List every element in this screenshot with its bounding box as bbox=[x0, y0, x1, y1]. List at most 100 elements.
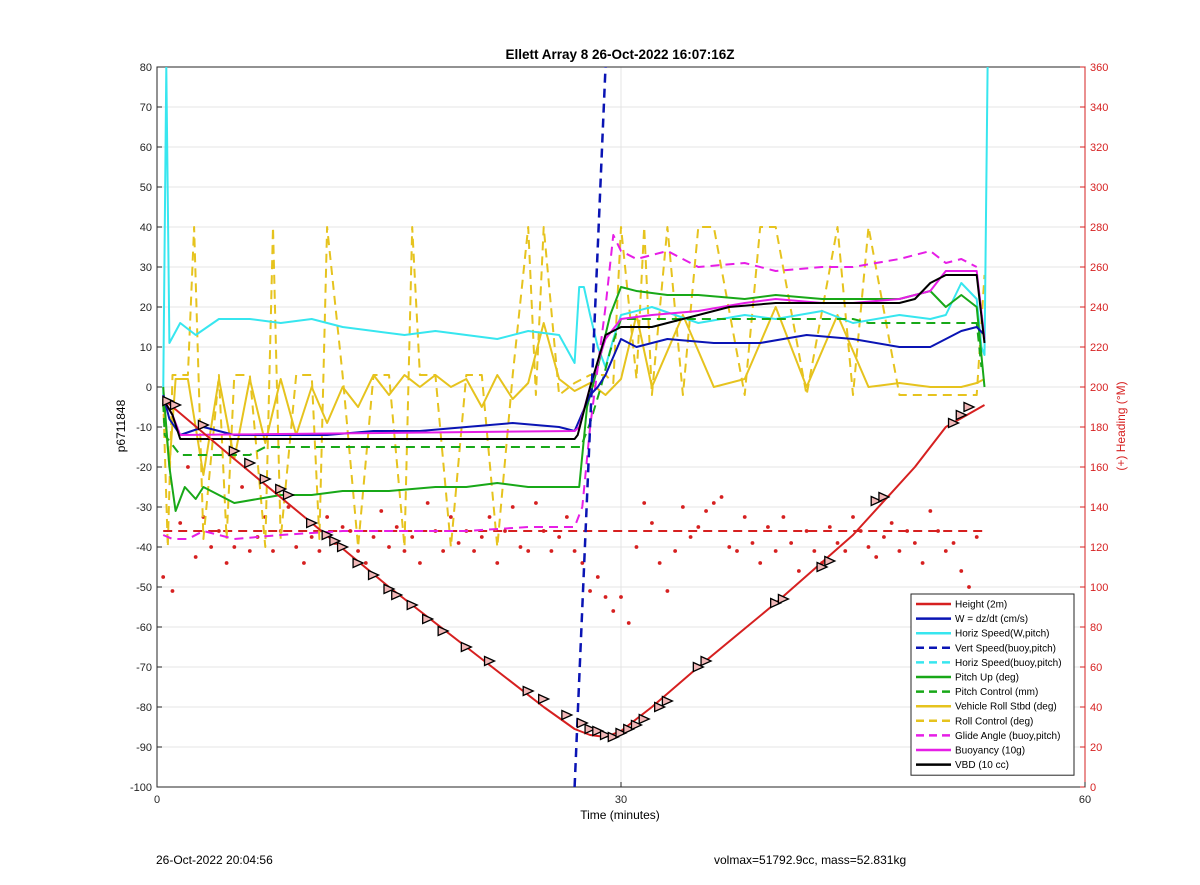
y-tick-label: -60 bbox=[136, 622, 152, 634]
y-tick-label: 20 bbox=[140, 302, 152, 314]
heading-point bbox=[340, 525, 345, 529]
heading-point bbox=[742, 515, 747, 519]
height-marker bbox=[561, 709, 574, 721]
heading-point bbox=[735, 549, 739, 553]
heading-point bbox=[673, 549, 678, 553]
heading-point bbox=[294, 545, 299, 549]
height-marker bbox=[321, 529, 334, 541]
legend-label: Height (2m) bbox=[955, 600, 1007, 611]
heading-point bbox=[665, 589, 670, 593]
y2-tick-label: 0 bbox=[1090, 782, 1096, 794]
height-marker bbox=[824, 555, 837, 567]
y-tick-label: -10 bbox=[136, 422, 152, 434]
y-tick-label: 50 bbox=[140, 182, 152, 194]
heading-point bbox=[696, 525, 701, 529]
height-marker bbox=[422, 613, 435, 625]
height-marker bbox=[352, 557, 365, 569]
series-w bbox=[162, 326, 986, 436]
y-tick-label: 10 bbox=[140, 342, 152, 354]
heading-point bbox=[186, 465, 190, 469]
height-marker bbox=[460, 641, 473, 653]
legend-box bbox=[910, 593, 1075, 776]
height-marker bbox=[383, 583, 396, 595]
y-tick-label: -90 bbox=[136, 742, 152, 754]
heading-point bbox=[882, 535, 886, 539]
heading-point bbox=[959, 569, 964, 573]
legend-label: Horiz Speed(buoy,pitch) bbox=[955, 658, 1062, 669]
legend-label: Pitch Up (deg) bbox=[955, 673, 1019, 684]
heading-point bbox=[418, 561, 422, 565]
heading-point bbox=[889, 521, 894, 525]
height-marker bbox=[275, 483, 288, 495]
height-marker bbox=[162, 395, 175, 407]
heading-point bbox=[657, 561, 662, 565]
y-tick-label: -50 bbox=[136, 582, 152, 594]
heading-point bbox=[928, 509, 933, 513]
height-marker bbox=[599, 729, 613, 741]
height-marker bbox=[878, 491, 891, 503]
y-axis-label: p6711848 bbox=[114, 399, 128, 453]
heading-point bbox=[495, 561, 500, 565]
y-tick-label: 70 bbox=[140, 102, 152, 114]
x-tick-label: 0 bbox=[154, 794, 160, 806]
legend-label: Buoyancy (10g) bbox=[955, 746, 1025, 757]
y2-tick-label: 300 bbox=[1090, 182, 1108, 194]
y2-tick-label: 360 bbox=[1090, 62, 1108, 74]
legend-label: Roll Control (deg) bbox=[955, 716, 1033, 727]
heading-point bbox=[224, 561, 229, 565]
heading-point bbox=[920, 561, 925, 565]
heading-point bbox=[758, 561, 763, 565]
height-marker bbox=[661, 695, 674, 707]
heading-point bbox=[634, 545, 639, 549]
heading-point bbox=[302, 561, 306, 565]
y2-tick-label: 220 bbox=[1090, 342, 1108, 354]
heading-point bbox=[619, 595, 623, 599]
y-tick-label: 30 bbox=[140, 262, 152, 274]
heading-point bbox=[379, 509, 384, 513]
heading-point bbox=[603, 595, 608, 599]
y2-tick-label: 280 bbox=[1090, 222, 1108, 234]
y-tick-label: -100 bbox=[130, 782, 152, 794]
y2-tick-label: 240 bbox=[1090, 302, 1108, 314]
height-marker bbox=[336, 541, 350, 553]
heading-point bbox=[866, 545, 871, 549]
height-marker bbox=[777, 593, 790, 605]
heading-point bbox=[479, 535, 484, 539]
heading-point bbox=[216, 529, 221, 533]
heading-point bbox=[611, 609, 616, 613]
heading-point bbox=[271, 549, 275, 553]
right-axis-label: (+) Heading (°M) bbox=[1114, 381, 1128, 471]
heading-point bbox=[441, 549, 446, 553]
heading-point bbox=[240, 485, 244, 489]
height-marker bbox=[367, 569, 381, 581]
heading-point bbox=[503, 529, 507, 533]
x-tick-label: 60 bbox=[1079, 794, 1091, 806]
heading-point bbox=[371, 535, 376, 539]
heading-point bbox=[804, 529, 809, 533]
heading-point bbox=[193, 555, 198, 559]
height-marker bbox=[584, 723, 597, 735]
legend-label: Vehicle Roll Stbd (deg) bbox=[955, 702, 1057, 713]
height-marker bbox=[483, 655, 497, 667]
heading-point bbox=[750, 541, 755, 545]
heading-point bbox=[912, 541, 917, 545]
heading-point bbox=[874, 555, 879, 559]
height-marker bbox=[870, 495, 883, 507]
series-vert-buoy bbox=[573, 67, 607, 787]
y2-tick-label: 160 bbox=[1090, 462, 1108, 474]
heading-point bbox=[951, 541, 956, 545]
height-marker bbox=[391, 589, 404, 601]
heading-point bbox=[526, 549, 531, 553]
y-tick-label: -40 bbox=[136, 542, 152, 554]
heading-point bbox=[247, 549, 252, 553]
heading-point bbox=[472, 549, 476, 553]
heading-point bbox=[588, 589, 592, 593]
heading-point bbox=[487, 515, 492, 519]
y-tick-label: -70 bbox=[136, 662, 152, 674]
heading-point bbox=[394, 525, 399, 529]
height-marker bbox=[654, 701, 667, 713]
plot-area bbox=[161, 67, 989, 787]
heading-point bbox=[518, 545, 523, 549]
heading-point bbox=[549, 549, 554, 553]
y-tick-label: -80 bbox=[136, 702, 152, 714]
